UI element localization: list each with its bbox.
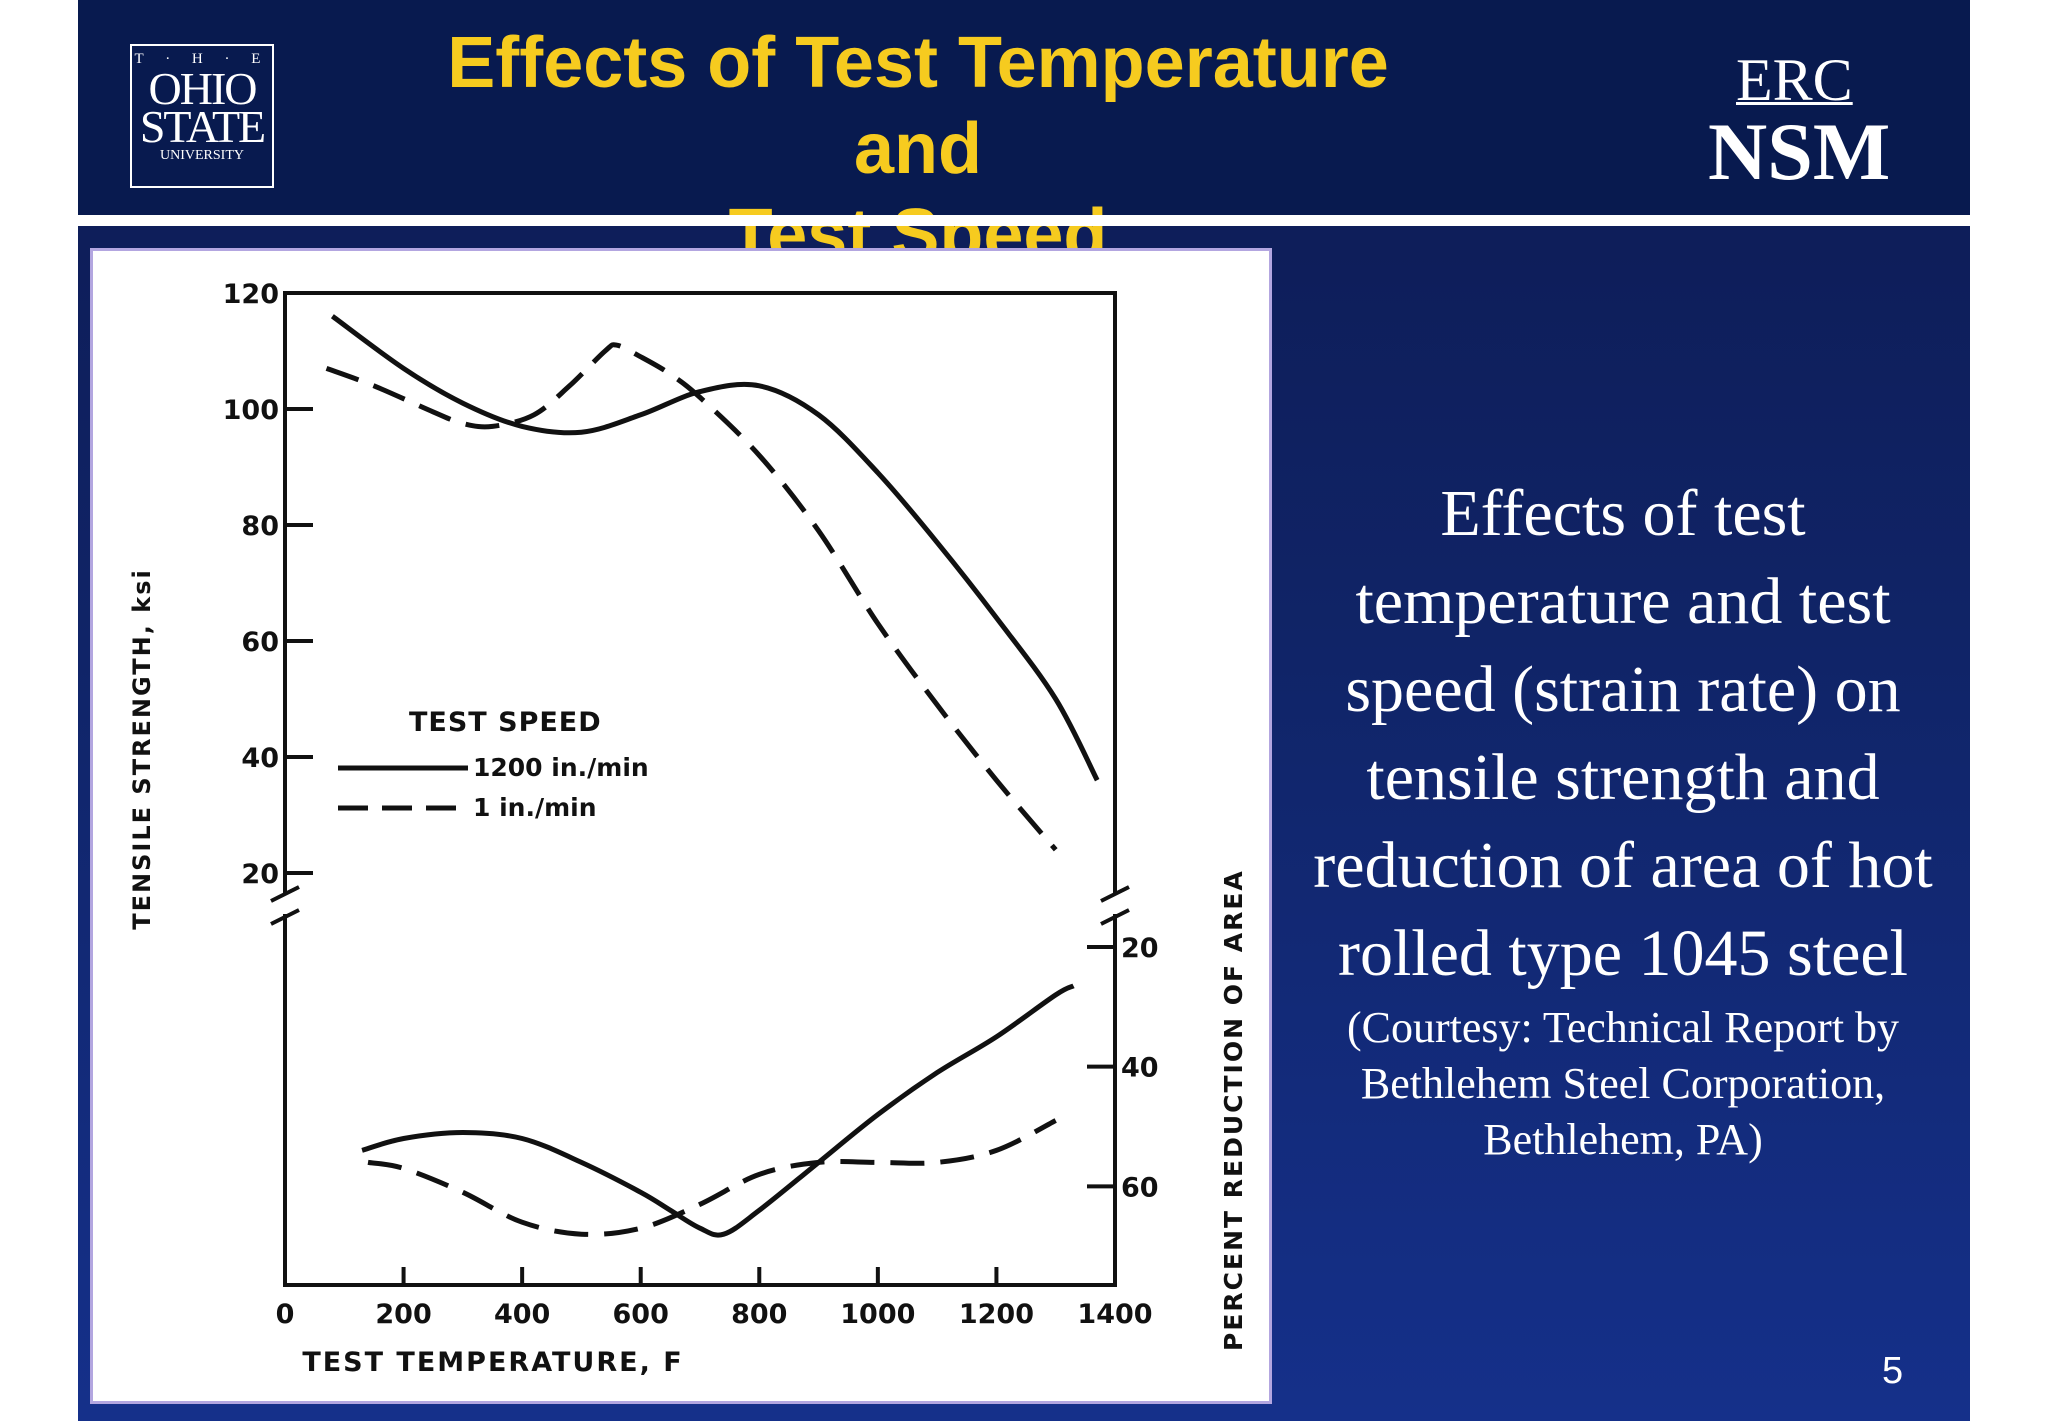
y-tick-label: 20	[241, 859, 279, 890]
slide-title-line-1: Effects of Test Temperature and	[447, 23, 1389, 189]
axis-break-mark	[1100, 885, 1130, 903]
y-tick-label: 80	[241, 511, 279, 542]
caption-courtesy-line: (Courtesy: Technical Report by	[1346, 1003, 1900, 1052]
caption-courtesy-line: Bethlehem Steel Corporation,	[1360, 1059, 1886, 1108]
y-tick-label: 40	[241, 743, 279, 774]
y-tick-label: 60	[241, 627, 279, 658]
caption-line: temperature and test	[1355, 565, 1891, 638]
tensile-strength-chart: 0 200 400 600 800 1000 1200 1400 20 40 60 80 100 120 2…	[128, 279, 1248, 1378]
y2-tick-label: 20	[1121, 933, 1159, 964]
x-tick-label: 1400	[1077, 1299, 1152, 1330]
chart-legend: TEST SPEED 1200 in./min 1 in./min	[338, 707, 649, 822]
slide-title: Effects of Test Temperature and Test Spe…	[408, 20, 1428, 278]
reduction-of-area-dashed-line	[367, 1118, 1057, 1237]
tensile-strength-dashed-line	[325, 342, 1058, 852]
axis-break-mark	[270, 908, 300, 926]
header-divider	[78, 215, 1970, 226]
legend-title: TEST SPEED	[409, 707, 602, 738]
chart-series	[325, 314, 1100, 1238]
x-tick-label: 1000	[840, 1299, 915, 1330]
y-axis-label: TENSILE STRENGTH, ksi	[128, 568, 156, 929]
axis-break-mark	[1100, 908, 1130, 926]
caption-line: Effects of test	[1440, 477, 1806, 550]
chart-ticks: 0 200 400 600 800 1000 1200 1400 20 40 60 80 100 120 2…	[223, 279, 1159, 1330]
caption-line: tensile strength and	[1366, 741, 1880, 814]
x-tick-label: 800	[731, 1299, 787, 1330]
y2-axis-label: PERCENT REDUCTION OF AREA	[1219, 869, 1248, 1351]
slide-header: T · H · E OHIO STATE UNIVERSITY Effects …	[78, 0, 1970, 275]
legend-label: 1 in./min	[473, 793, 597, 822]
chart-figure: 0 200 400 600 800 1000 1200 1400 20 40 60 80 100 120 2…	[90, 248, 1272, 1404]
legend-label: 1200 in./min	[473, 753, 649, 782]
x-tick-label: 0	[276, 1299, 295, 1330]
caption-courtesy: (Courtesy: Technical Report by Bethlehem…	[1278, 1000, 1968, 1168]
caption-line: speed (strain rate) on	[1345, 653, 1901, 726]
y2-tick-label: 60	[1121, 1172, 1159, 1203]
x-axis-label: TEST TEMPERATURE, F	[302, 1347, 683, 1378]
caption-line: reduction of area of hot	[1313, 829, 1933, 902]
x-tick-label: 200	[375, 1299, 431, 1330]
caption: Effects of test temperature and test spe…	[1278, 470, 1968, 1168]
ohio-state-logo: T · H · E OHIO STATE UNIVERSITY	[130, 44, 274, 188]
y-tick-label: 120	[223, 279, 279, 310]
x-tick-label: 600	[613, 1299, 669, 1330]
x-tick-label: 1200	[959, 1299, 1034, 1330]
page-number: 5	[1882, 1350, 1904, 1392]
y2-tick-label: 40	[1121, 1053, 1159, 1084]
y-tick-label: 100	[223, 395, 279, 426]
x-tick-label: 400	[494, 1299, 550, 1330]
tensile-strength-solid-line	[330, 314, 1100, 782]
caption-courtesy-line: Bethlehem, PA)	[1483, 1115, 1763, 1164]
slide: T · H · E OHIO STATE UNIVERSITY Effects …	[78, 0, 1970, 1421]
reduction-of-area-solid-line	[361, 983, 1075, 1238]
erc-nsm-logo: ERC NSM	[1708, 47, 1891, 197]
caption-main: Effects of test temperature and test spe…	[1278, 470, 1968, 998]
axis-break-mark	[270, 885, 300, 903]
caption-line: rolled type 1045 steel	[1337, 917, 1909, 990]
chart-frame	[270, 291, 1130, 1287]
